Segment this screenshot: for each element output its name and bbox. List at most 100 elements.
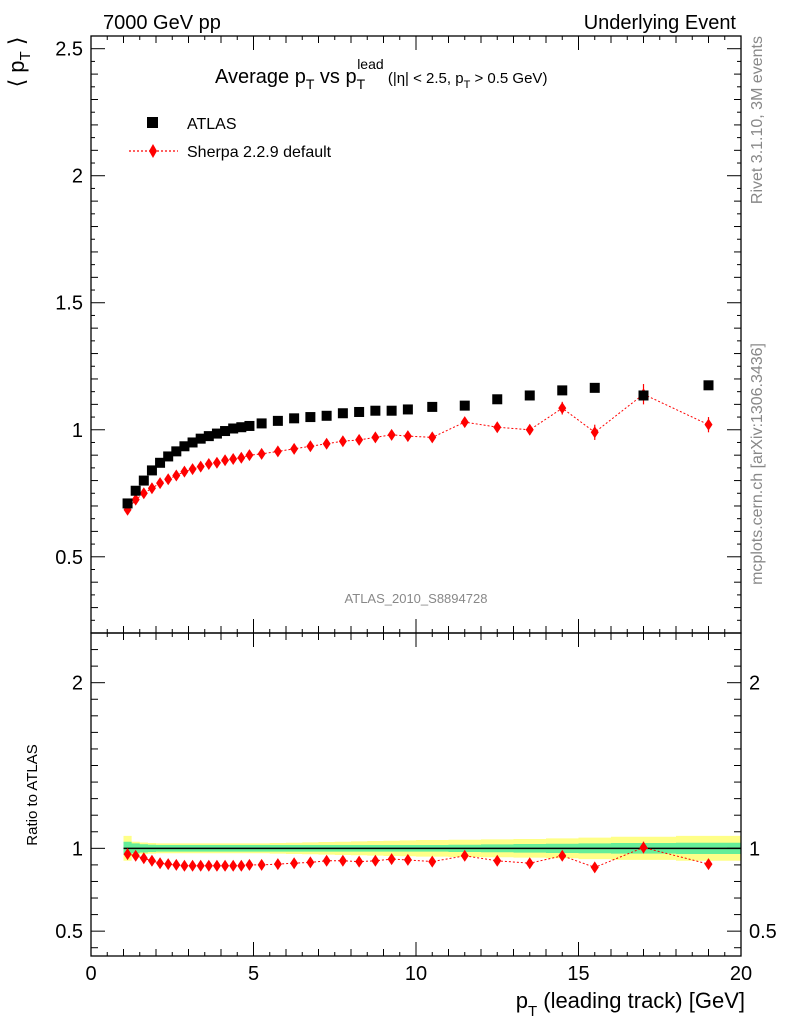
atlas-point: [370, 405, 381, 416]
atlas-point: [122, 498, 133, 509]
ratio-sherpa-point: [188, 859, 197, 872]
atlas-point: [203, 431, 214, 442]
ratio-sherpa-line: [127, 846, 709, 868]
x-axis-label: pT (leading track) [GeV]: [516, 988, 745, 1020]
ratio-sherpa-point: [403, 853, 412, 866]
atlas-point: [703, 380, 714, 391]
atlas-point: [138, 475, 149, 486]
x-tick-label: 10: [405, 963, 427, 985]
sherpa-point: [212, 456, 221, 469]
ratio-sherpa-point: [147, 854, 156, 867]
ratio-sherpa-point: [590, 861, 599, 874]
sherpa-point: [237, 451, 246, 464]
x-tick-label: 5: [248, 963, 259, 985]
atlas-point: [256, 418, 267, 429]
analysis-watermark: ATLAS_2010_S8894728: [345, 591, 488, 606]
sherpa-point: [290, 442, 299, 455]
sherpa-point: [221, 454, 230, 467]
atlas-point: [402, 404, 413, 415]
sherpa-point: [172, 469, 181, 482]
ratio-sherpa-point: [196, 859, 205, 872]
atlas-point: [589, 382, 600, 393]
y-tick-label: 0.5: [55, 547, 83, 569]
main-ylabel: ⟨ pT ⟩: [4, 37, 34, 88]
ratio-sherpa-point: [172, 858, 181, 871]
ratio-sherpa-point: [164, 858, 173, 871]
ratio-sherpa-point: [558, 849, 567, 862]
ratio-y-tick-label: 0.5: [55, 921, 83, 943]
atlas-point: [155, 457, 166, 468]
ratio-sherpa-point: [237, 859, 246, 872]
legend: ATLAS Sherpa 2.2.9 default: [129, 116, 332, 161]
ratio-sherpa-point: [212, 859, 221, 872]
atlas-point: [171, 446, 182, 457]
ratio-sherpa-point: [322, 854, 331, 867]
atlas-point: [236, 422, 247, 433]
sherpa-point: [245, 449, 254, 462]
sherpa-point: [460, 416, 469, 429]
x-tick-label: 0: [85, 963, 96, 985]
sherpa-point: [493, 421, 502, 434]
ratio-sherpa-point: [180, 859, 189, 872]
sherpa-point: [180, 465, 189, 478]
atlas-point: [386, 405, 397, 416]
sherpa-point: [229, 452, 238, 465]
ratio-sherpa-point: [428, 855, 437, 868]
ratio-sherpa-point: [245, 858, 254, 871]
ratio-panel: 0.5 0.51 12 20 5 10 15 20 Ratio to ATLAS pT (le…: [24, 632, 777, 1020]
ratio-sherpa-point: [273, 858, 282, 871]
ratio-ticks: 0.5 0.51 12 20 5 10 15 20: [55, 633, 777, 985]
ratio-sherpa-point: [123, 848, 132, 861]
atlas-point: [211, 428, 222, 439]
ratio-sherpa-point: [257, 858, 266, 871]
sherpa-point: [196, 460, 205, 473]
ratio-y-tick-label-right: 2: [749, 673, 760, 695]
ratio-y-tick-label: 2: [72, 673, 83, 695]
sherpa-point: [257, 447, 266, 460]
sherpa-point: [371, 431, 380, 444]
x-tick-label: 15: [567, 963, 589, 985]
ratio-sherpa-point: [704, 858, 713, 871]
ratio-sherpa-point: [493, 854, 502, 867]
legend-sherpa-label: Sherpa 2.2.9 default: [187, 144, 332, 161]
ratio-marks: [123, 835, 741, 874]
sherpa-line: [127, 393, 709, 511]
atlas-point: [638, 390, 649, 401]
sherpa-point: [156, 477, 165, 490]
ratio-sherpa-point: [156, 857, 165, 870]
y-tick-label: 2.5: [55, 39, 83, 61]
atlas-point: [163, 451, 174, 462]
sherpa-point: [355, 433, 364, 446]
atlas-point: [305, 412, 316, 423]
sherpa-point: [387, 428, 396, 441]
ratio-y-tick-label: 1: [72, 838, 83, 860]
main-marks: [122, 380, 714, 516]
rivet-label: Rivet 3.1.10, 3M events: [749, 36, 766, 204]
header-left: 7000 GeV pp: [103, 12, 221, 34]
sherpa-point: [306, 440, 315, 453]
ratio-sherpa-point: [355, 855, 364, 868]
atlas-point: [179, 441, 190, 452]
header-right: Underlying Event: [584, 12, 737, 34]
legend-atlas-marker: [147, 117, 158, 128]
main-panel: 0.5 1 1.5 2 2.5 Average pT vs pTlead (|η| < …: [4, 35, 742, 634]
ratio-sherpa-point: [204, 859, 213, 872]
atlas-point: [524, 390, 535, 401]
ratio-sherpa-point: [290, 857, 299, 870]
ratio-sherpa-point: [525, 857, 534, 870]
ratio-sherpa-point: [229, 859, 238, 872]
y-tick-label: 2: [72, 166, 83, 188]
ratio-frame: [90, 632, 742, 957]
atlas-point: [244, 420, 255, 431]
ratio-sherpa-point: [387, 853, 396, 866]
ratio-ylabel: Ratio to ATLAS: [24, 744, 41, 845]
sherpa-point: [428, 431, 437, 444]
atlas-point: [220, 426, 231, 437]
ratio-sherpa-point: [460, 849, 469, 862]
sherpa-point: [204, 458, 213, 471]
atlas-point: [228, 423, 239, 434]
sherpa-point: [558, 402, 567, 415]
atlas-point: [146, 465, 157, 476]
ratio-sherpa-point: [221, 859, 230, 872]
main-ticks: 0.5 1 1.5 2 2.5: [55, 35, 742, 633]
